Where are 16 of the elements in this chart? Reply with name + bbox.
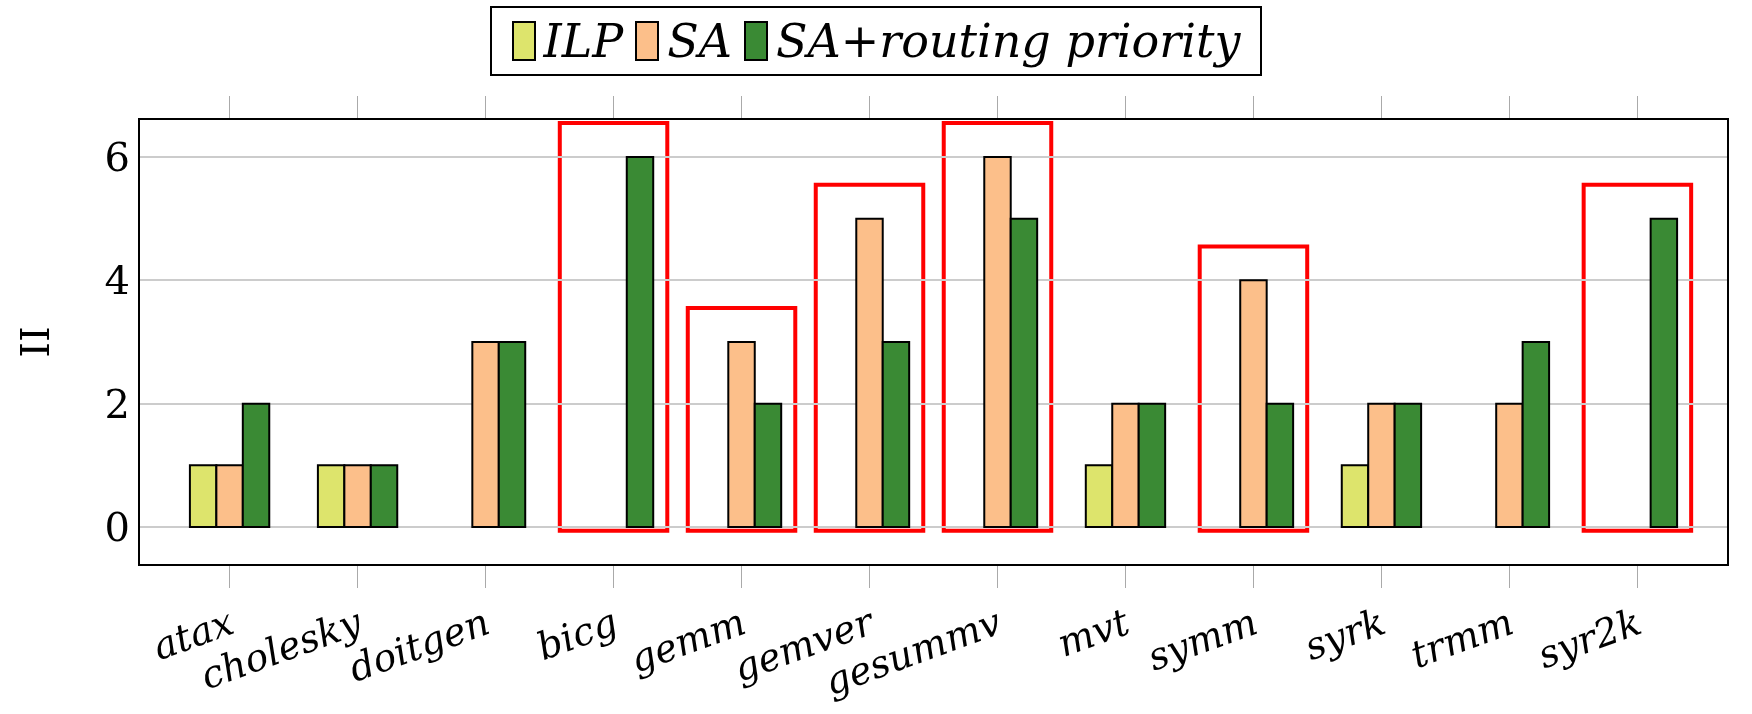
x-tick-label: bicg <box>530 599 624 669</box>
bar <box>625 156 655 528</box>
y-tick-label: 6 <box>104 134 130 180</box>
x-tick-label: syr2k <box>1532 599 1647 678</box>
x-tick-label: symm <box>1141 599 1264 680</box>
legend-label: SA <box>667 14 732 68</box>
x-tick-label: trmm <box>1404 599 1520 677</box>
y-tick-label: 2 <box>104 380 130 427</box>
x-tick-label: mvt <box>1051 599 1136 666</box>
y-tick-label: 0 <box>104 504 130 550</box>
bar <box>1649 217 1679 528</box>
y-tick-label: 4 <box>104 257 130 304</box>
legend-label: ILP <box>543 14 624 68</box>
legend-label: SA+routing priority <box>775 14 1241 68</box>
x-tick-label: syrk <box>1298 599 1392 670</box>
y-axis-title: II <box>12 326 58 358</box>
